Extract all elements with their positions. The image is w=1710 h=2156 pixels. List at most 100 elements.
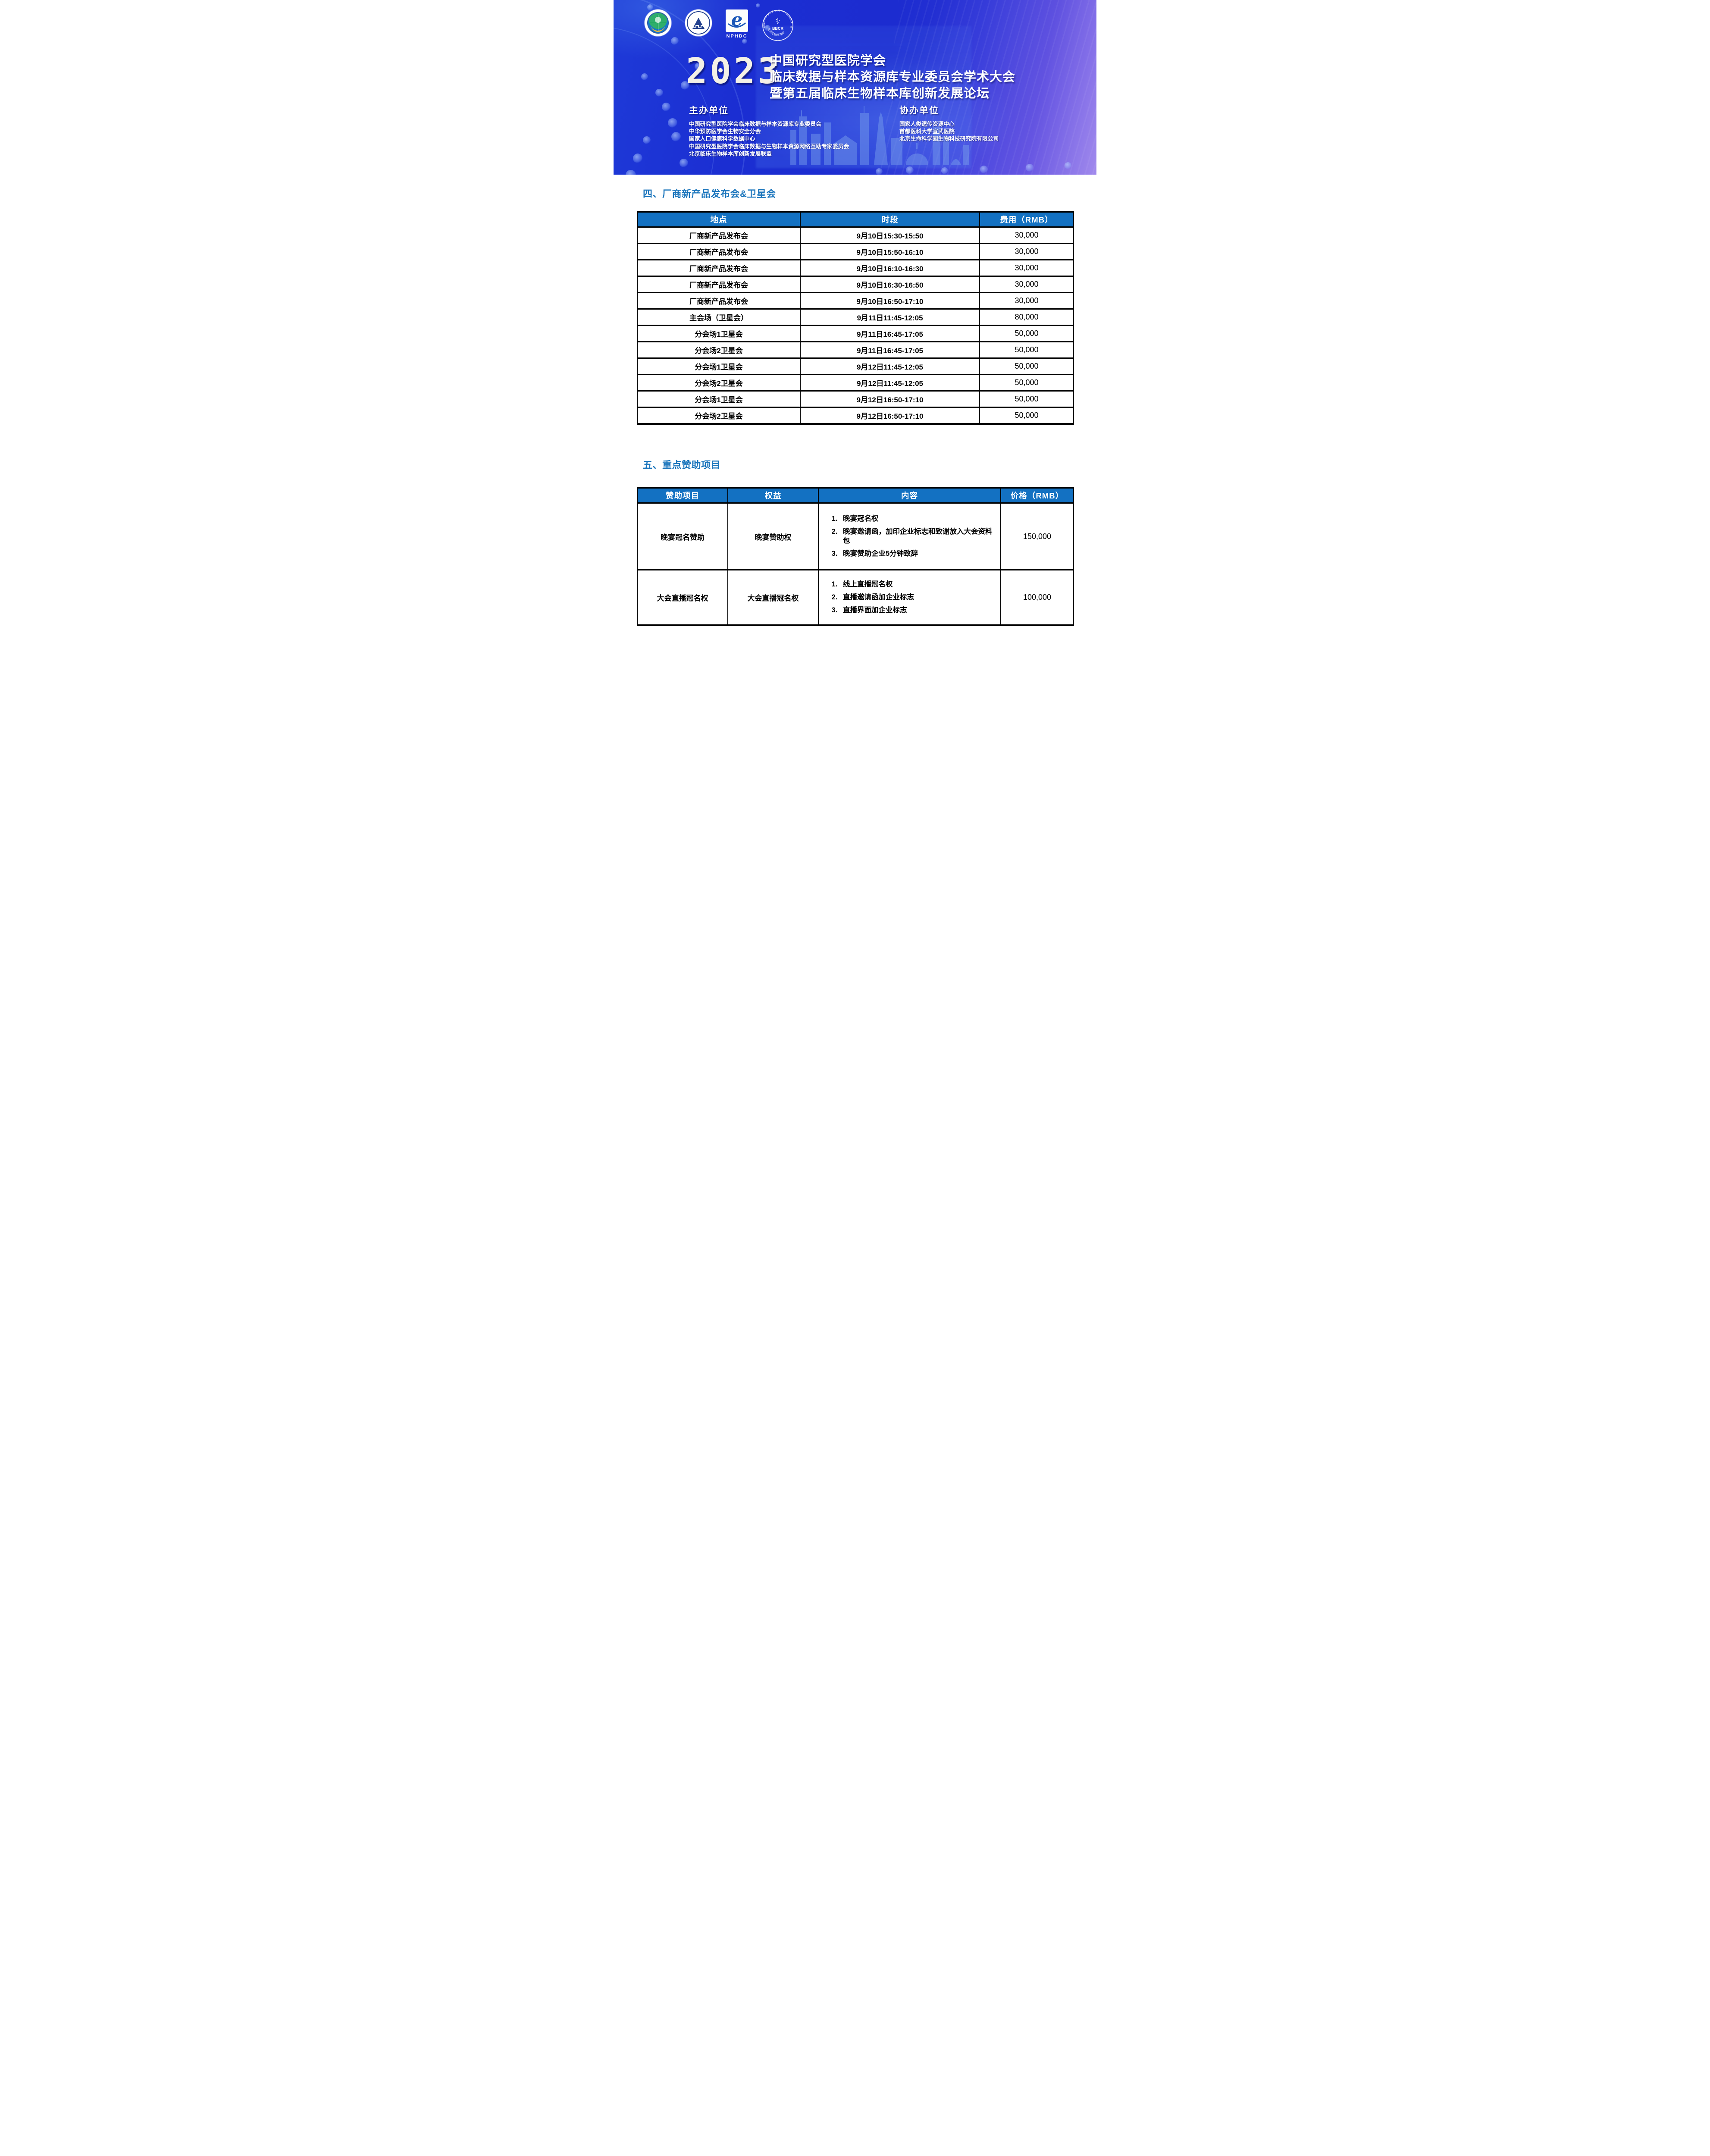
bokeh-dot xyxy=(764,25,770,31)
bokeh-dot xyxy=(655,89,663,97)
place-cell: 分会场2卫星会 xyxy=(637,342,801,359)
table-header-row: 地点 时段 费用（RMB） xyxy=(637,212,1074,228)
coorganizers-block: 协办单位 国家人类遗传资源中心 首都医科大学宣武医院 北京生命科学园生物科技研究… xyxy=(899,103,999,143)
organizer-item: 中华预防医学会生物安全分会 xyxy=(689,128,761,135)
table-header-row: 赞助项目 权益 内容 价格（RMB） xyxy=(637,488,1074,504)
coorganizer-label: 协办单位 xyxy=(899,106,939,116)
cpma-logo-icon xyxy=(685,9,712,36)
table-row: 分会场1卫星会 9月12日11:45-12:05 50,000 xyxy=(637,358,1074,375)
price-cell: 100,000 xyxy=(1001,570,1074,626)
col-header-fee: 费用（RMB） xyxy=(980,212,1074,228)
time-cell: 9月11日16:45-17:05 xyxy=(800,325,980,342)
conference-title: 中国研究型医院学会 临床数据与样本资源库专业委员会学术大会 暨第五届临床生物样本… xyxy=(770,53,1015,102)
col-header-time: 时段 xyxy=(800,212,980,228)
bbcr-logo-icon: BEIJING BIOBANK OF CLINICAL RESOURCES ⚕ … xyxy=(761,8,794,44)
page-content: 四、厂商新产品发布会&卫星会 地点 时段 费用（RMB） 厂商新产品发布会 9月1… xyxy=(614,175,1096,626)
organizer-item: 中国研究型医院学会临床数据与样本资源库专业委员会 xyxy=(689,121,822,127)
place-cell: 厂商新产品发布会 xyxy=(637,243,801,260)
content-item: 直播邀请函加企业标志 xyxy=(839,593,996,602)
table-row: 分会场2卫星会 9月12日16:50-17:10 50,000 xyxy=(637,407,1074,425)
table-row: 分会场2卫星会 9月11日16:45-17:05 50,000 xyxy=(637,342,1074,359)
coorganizer-item: 首都医科大学宣武医院 xyxy=(899,128,955,135)
place-cell: 分会场2卫星会 xyxy=(637,374,801,392)
section5-title: 五、重点赞助项目 xyxy=(643,460,721,470)
bokeh-dot xyxy=(671,132,681,141)
fee-cell: 30,000 xyxy=(980,260,1074,277)
nphdc-logo-icon: e NPHDC xyxy=(726,9,748,39)
place-cell: 分会场1卫星会 xyxy=(637,358,801,375)
coorganizer-item: 北京生命科学园生物科技研究院有限公司 xyxy=(899,135,999,142)
bokeh-dot xyxy=(742,39,747,44)
col-header-price: 价格（RMB） xyxy=(1001,488,1074,504)
organizer-item: 中国研究型医院学会临床数据与生物样本资源网络互助专家委员会 xyxy=(689,143,849,150)
fee-cell: 50,000 xyxy=(980,391,1074,408)
bokeh-dot xyxy=(641,73,648,80)
crha-logo-icon xyxy=(645,9,671,36)
section4-title: 四、厂商新产品发布会&卫星会 xyxy=(643,188,776,199)
fee-cell: 50,000 xyxy=(980,325,1074,342)
banner: e NPHDC BEIJING BIOBANK OF CLINICAL RESO… xyxy=(614,0,1096,175)
bokeh-dot xyxy=(681,81,689,90)
table-row: 厂商新产品发布会 9月10日15:50-16:10 30,000 xyxy=(637,243,1074,260)
year-2023: 2023 xyxy=(686,51,782,92)
content-item: 线上直播冠名权 xyxy=(839,580,996,589)
place-cell: 分会场2卫星会 xyxy=(637,407,801,425)
fee-cell: 30,000 xyxy=(980,276,1074,293)
col-header-content: 内容 xyxy=(818,488,1001,504)
table-row: 厂商新产品发布会 9月10日16:50-17:10 30,000 xyxy=(637,292,1074,310)
bokeh-dot xyxy=(633,154,642,163)
fee-cell: 30,000 xyxy=(980,292,1074,310)
table-row: 主会场（卫星会） 9月11日11:45-12:05 80,000 xyxy=(637,309,1074,326)
col-header-rights: 权益 xyxy=(728,488,819,504)
bokeh-dot xyxy=(647,4,653,10)
fee-cell: 50,000 xyxy=(980,342,1074,359)
launch-satellite-pricing-table: 地点 时段 费用（RMB） 厂商新产品发布会 9月10日15:30-15:50 30… xyxy=(637,211,1074,425)
table-row: 分会场1卫星会 9月12日16:50-17:10 50,000 xyxy=(637,391,1074,408)
time-cell: 9月10日16:50-17:10 xyxy=(800,292,980,310)
flyer-page: e NPHDC BEIJING BIOBANK OF CLINICAL RESO… xyxy=(614,0,1096,684)
table-row: 晚宴冠名赞助 晚宴赞助权 晚宴冠名权 晚宴邀请函，加印企业标志和致谢放入大会资料… xyxy=(637,503,1074,570)
table-row: 厂商新产品发布会 9月10日16:30-16:50 30,000 xyxy=(637,276,1074,293)
bokeh-dot xyxy=(643,136,651,144)
content-item: 晚宴冠名权 xyxy=(839,514,996,523)
organizer-item: 国家人口健康科学数据中心 xyxy=(689,135,755,142)
cpma-greatwall-icon xyxy=(687,11,710,34)
bokeh-dot xyxy=(1026,164,1034,172)
place-cell: 厂商新产品发布会 xyxy=(637,227,801,244)
col-header-place: 地点 xyxy=(637,212,801,228)
table-row: 厂商新产品发布会 9月10日16:10-16:30 30,000 xyxy=(637,260,1074,277)
bokeh-dot xyxy=(671,37,679,45)
bbcr-center-text: BBCR xyxy=(772,26,783,31)
organizer-item: 北京临床生物样本库创新发展联盟 xyxy=(689,150,772,157)
fee-cell: 30,000 xyxy=(980,243,1074,260)
bbcr-caduceus-glyph: ⚕ xyxy=(776,17,780,26)
time-cell: 9月11日16:45-17:05 xyxy=(800,342,980,359)
logo-row: e NPHDC BEIJING BIOBANK OF CLINICAL RESO… xyxy=(645,8,794,44)
nphdc-label: NPHDC xyxy=(726,34,748,39)
time-cell: 9月12日16:50-17:10 xyxy=(800,407,980,425)
fee-cell: 50,000 xyxy=(980,374,1074,392)
content-cell: 线上直播冠名权 直播邀请函加企业标志 直播界面加企业标志 xyxy=(818,570,1001,626)
fee-cell: 50,000 xyxy=(980,358,1074,375)
nphdc-emblem-icon: e xyxy=(726,9,748,32)
bokeh-dot xyxy=(668,118,677,128)
rights-cell: 大会直播冠名权 xyxy=(728,570,819,626)
city-skyline-graphic xyxy=(790,106,969,165)
place-cell: 厂商新产品发布会 xyxy=(637,260,801,277)
coorganizer-item: 国家人类遗传资源中心 xyxy=(899,121,955,127)
bokeh-dot xyxy=(756,3,760,8)
rights-cell: 晚宴赞助权 xyxy=(728,503,819,570)
crha-globe-icon xyxy=(647,12,669,34)
time-cell: 9月12日11:45-12:05 xyxy=(800,374,980,392)
organizer-label: 主办单位 xyxy=(689,106,729,116)
bokeh-dot xyxy=(680,159,688,167)
fee-cell: 50,000 xyxy=(980,407,1074,425)
content-cell: 晚宴冠名权 晚宴邀请函，加印企业标志和致谢放入大会资料包 晚宴赞助企业5分钟致辞 xyxy=(818,503,1001,570)
price-cell: 150,000 xyxy=(1001,503,1074,570)
fee-cell: 80,000 xyxy=(980,309,1074,326)
time-cell: 9月11日11:45-12:05 xyxy=(800,309,980,326)
time-cell: 9月10日15:50-16:10 xyxy=(800,243,980,260)
bokeh-dot xyxy=(662,103,670,111)
bokeh-dot xyxy=(1065,162,1071,169)
fee-cell: 30,000 xyxy=(980,227,1074,244)
